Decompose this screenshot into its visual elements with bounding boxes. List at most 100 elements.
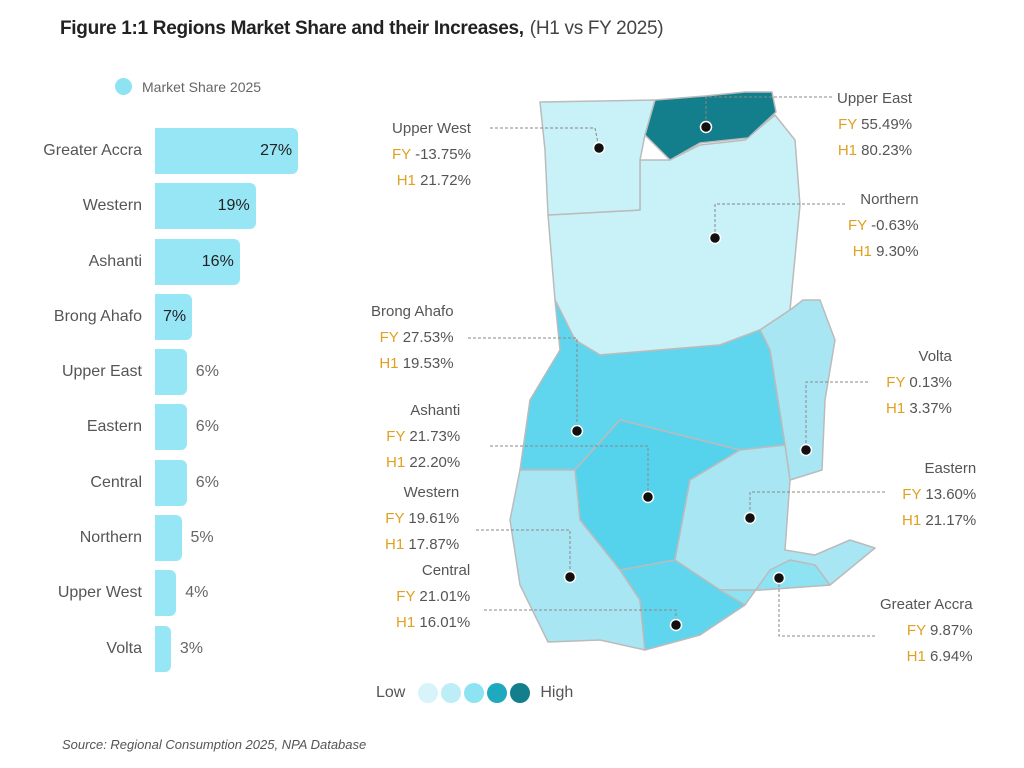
bar-value-label: 16% xyxy=(201,253,234,270)
h1-key: H1 xyxy=(837,142,857,159)
fy-key: FY xyxy=(396,588,416,605)
bar-row: Eastern 6% xyxy=(0,404,219,450)
legend-label: Market Share 2025 xyxy=(142,78,262,95)
fy-value: 13.60% xyxy=(925,486,977,503)
bar-value-label: 4% xyxy=(185,584,209,601)
bar-category-label: Upper East xyxy=(61,363,142,380)
leader-line xyxy=(476,529,571,577)
scale-swatch xyxy=(464,683,485,703)
h1-value: 16.01% xyxy=(419,614,471,631)
h1-value: 19.53% xyxy=(402,355,454,372)
fy-key: FY xyxy=(386,428,406,445)
region-name: Upper West xyxy=(392,120,471,137)
bar-value-label: 7% xyxy=(162,308,187,325)
bar-row: Upper East 6% xyxy=(0,349,219,395)
bar-value-label: 6% xyxy=(195,418,219,435)
leader-line xyxy=(490,127,600,149)
h1-value: 21.72% xyxy=(420,172,471,189)
bar-value-label: 27% xyxy=(260,142,293,159)
region-marker xyxy=(799,443,813,457)
h1-value: 80.23% xyxy=(861,142,913,159)
fy-key: FY xyxy=(902,486,922,503)
fy-key: FY xyxy=(379,329,399,346)
region-annotation: Greater Accra FY 9.87% H1 6.94% xyxy=(880,592,973,670)
bar-legend: Market Share 2025 xyxy=(115,78,261,95)
h1-value: 3.37% xyxy=(909,400,952,417)
bar: 4% xyxy=(155,570,208,616)
bar: 6% xyxy=(155,460,219,506)
bar-row: Volta 3% xyxy=(0,626,203,672)
region-central xyxy=(619,559,746,651)
bar: 5% xyxy=(155,515,214,561)
fy-key: FY xyxy=(392,146,411,163)
region-marker xyxy=(563,570,577,584)
region-name: Eastern xyxy=(924,460,977,477)
region-annotation: Brong Ahafo FY 27.53% H1 19.53% xyxy=(371,299,454,377)
scale-swatch xyxy=(487,683,508,703)
region-upper-west xyxy=(539,99,656,216)
h1-value: 22.20% xyxy=(409,454,461,471)
bar-category-label: Eastern xyxy=(86,418,142,435)
bar-row: Brong Ahafo 7% xyxy=(0,294,193,340)
bar-row: Greater Accra 27% xyxy=(0,128,299,174)
bar-category-label: Ashanti xyxy=(88,253,142,270)
h1-key: H1 xyxy=(396,172,416,189)
scale-swatch xyxy=(418,683,439,703)
bar: 6% xyxy=(155,404,219,450)
bar-row: Northern 5% xyxy=(0,515,214,561)
figure-title: Figure 1:1 Regions Market Share and thei… xyxy=(60,18,664,40)
h1-value: 9.30% xyxy=(876,243,919,260)
region-name: Central xyxy=(421,562,471,579)
bar-value-label: 19% xyxy=(217,197,250,214)
bar-category-label: Upper West xyxy=(57,584,142,601)
h1-key: H1 xyxy=(902,512,922,529)
h1-key: H1 xyxy=(886,400,906,417)
h1-key: H1 xyxy=(379,355,399,372)
scale-high-label: High xyxy=(540,684,574,701)
region-name: Ashanti xyxy=(410,402,461,419)
bar-row: Ashanti 16% xyxy=(0,239,240,285)
bar-value-label: 6% xyxy=(195,474,219,491)
source-note: Source: Regional Consumption 2025, NPA D… xyxy=(62,737,367,752)
bar-row: Western 19% xyxy=(0,183,256,229)
fy-value: 9.87% xyxy=(930,622,973,639)
scale-low-label: Low xyxy=(376,684,406,701)
leader-line xyxy=(705,96,832,127)
region-annotation: Central FY 21.01% H1 16.01% xyxy=(396,558,470,636)
fy-key: FY xyxy=(848,217,867,234)
leader-line xyxy=(714,203,845,238)
fy-value: 21.73% xyxy=(409,428,461,445)
h1-key: H1 xyxy=(385,536,405,553)
region-marker xyxy=(669,618,683,632)
region-name: Volta xyxy=(918,348,952,365)
region-name: Upper East xyxy=(837,90,913,107)
region-annotation: Upper West FY -13.75% H1 21.72% xyxy=(392,116,471,194)
fy-key: FY xyxy=(906,622,926,639)
bar: 27% xyxy=(155,128,299,174)
bar: 19% xyxy=(155,183,256,229)
bar: 7% xyxy=(155,294,193,340)
fy-value: 55.49% xyxy=(861,116,913,133)
bar-value-label: 6% xyxy=(195,363,219,380)
bar: 6% xyxy=(155,349,219,395)
region-annotation: Northern FY -0.63% H1 9.30% xyxy=(848,187,919,265)
region-annotation: Upper East FY 55.49% H1 80.23% xyxy=(837,86,912,164)
fy-value: 27.53% xyxy=(402,329,454,346)
h1-key: H1 xyxy=(852,243,872,260)
h1-key: H1 xyxy=(396,614,416,631)
bar-category-label: Volta xyxy=(106,640,142,657)
bar-value-label: 5% xyxy=(190,529,214,546)
region-marker xyxy=(592,141,606,155)
region-marker xyxy=(570,424,584,438)
fy-value: 0.13% xyxy=(909,374,952,391)
h1-key: H1 xyxy=(906,648,926,665)
title-text: Figure 1:1 Regions Market Share and thei… xyxy=(60,18,524,39)
scale-swatch xyxy=(441,683,462,703)
leader-line xyxy=(778,578,875,637)
color-scale-legend: Low High xyxy=(376,683,573,703)
fy-key: FY xyxy=(385,510,405,527)
h1-value: 6.94% xyxy=(930,648,973,665)
region-marker xyxy=(743,511,757,525)
region-name: Northern xyxy=(860,191,919,208)
